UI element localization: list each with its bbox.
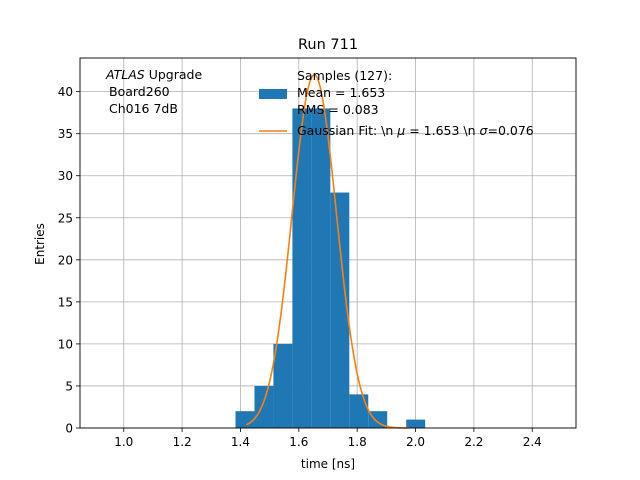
y-tick-label: 10 <box>58 337 73 351</box>
histogram-bar <box>311 108 331 429</box>
x-axis-ticks: 1.0 1.2 1.4 1.6 1.8 2.0 2.2 2.4 <box>114 428 542 449</box>
annotation-text: Upgrade <box>145 67 203 82</box>
histogram-bar <box>330 192 350 428</box>
legend-histogram-swatch <box>259 89 287 99</box>
annotation-text: Ch016 7dB <box>109 101 178 116</box>
legend-fit-label-part: μ <box>396 123 405 138</box>
histogram-bar <box>368 411 388 428</box>
histogram-bar <box>406 419 426 428</box>
y-tick-label: 35 <box>58 127 73 141</box>
histogram-bar <box>349 394 369 428</box>
atlas-label: ATLAS <box>105 67 145 82</box>
x-tick-label: 1.4 <box>231 435 250 449</box>
y-tick-label: 15 <box>58 295 73 309</box>
annotation-line: ATLAS Upgrade <box>105 67 202 82</box>
y-axis-ticks: 0 5 10 15 20 25 30 35 40 <box>58 85 80 436</box>
x-tick-label: 2.0 <box>406 435 425 449</box>
gaussian-fit-curve <box>245 74 410 429</box>
legend-histogram-label: Samples (127): <box>297 68 392 83</box>
legend-fit-label-part: Gaussian Fit: \n <box>297 123 397 138</box>
annotation-line: Ch016 7dB <box>109 101 178 116</box>
legend-histogram-label: Mean = 1.653 <box>297 85 385 100</box>
y-axis-label: Entries <box>33 223 47 265</box>
atlas-annotation: ATLAS Upgrade Board260 Ch016 7dB <box>105 67 202 116</box>
histogram-bar <box>254 385 274 428</box>
x-tick-label: 1.8 <box>348 435 367 449</box>
histogram-bar <box>292 108 312 429</box>
annotation-text: Board260 <box>109 84 170 99</box>
histogram-bar <box>273 343 293 428</box>
legend: Samples (127): Mean = 1.653 RMS = 0.083 G… <box>259 68 534 138</box>
histogram-bar <box>235 411 255 428</box>
x-tick-label: 1.0 <box>114 435 133 449</box>
y-tick-label: 20 <box>58 253 73 267</box>
x-tick-label: 2.4 <box>523 435 542 449</box>
chart-title: Run 711 <box>298 37 358 53</box>
y-tick-label: 5 <box>65 379 73 393</box>
y-tick-label: 0 <box>65 422 73 436</box>
histogram-bars <box>235 108 426 429</box>
legend-fit-label-part: = 1.653 \n <box>405 123 479 138</box>
annotation-line: Board260 <box>109 84 170 99</box>
axes-frame <box>79 57 577 429</box>
gaussian-fit-line <box>245 74 410 429</box>
y-tick-label: 30 <box>58 169 73 183</box>
x-axis-label: time [ns] <box>301 457 355 471</box>
x-tick-label: 1.2 <box>173 435 192 449</box>
x-tick-label: 2.2 <box>464 435 483 449</box>
legend-fit-label-part: σ <box>480 123 489 138</box>
x-tick-label: 1.6 <box>289 435 308 449</box>
legend-fit-label-part: =0.076 <box>487 123 533 138</box>
y-tick-label: 40 <box>58 85 73 99</box>
legend-fit-label: Gaussian Fit: \n μ = 1.653 \n σ=0.076 <box>297 123 534 138</box>
legend-histogram-label: RMS = 0.083 <box>297 102 379 117</box>
y-tick-label: 25 <box>58 211 73 225</box>
